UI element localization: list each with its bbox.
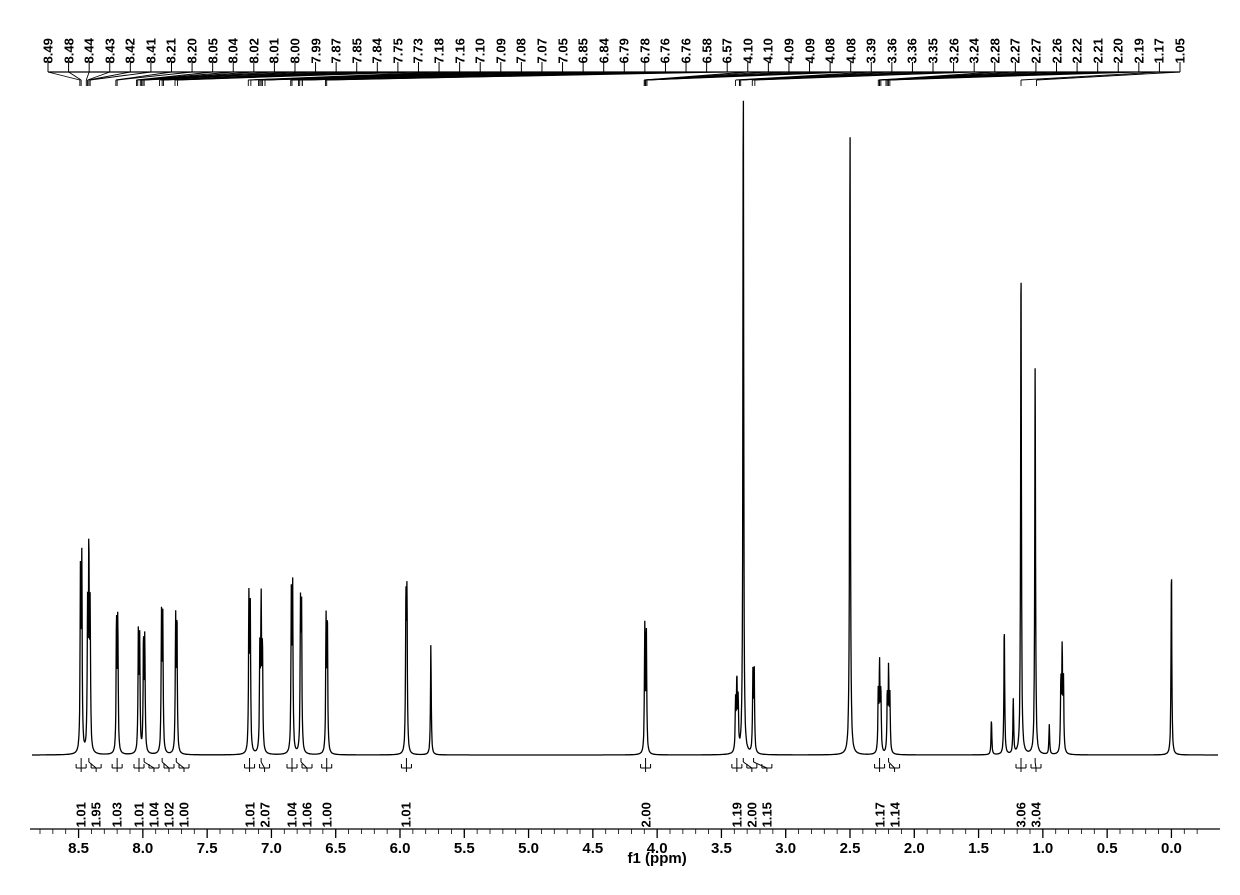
peak-ppm-label: 4.10 xyxy=(740,38,755,63)
integral-label: 1.01 xyxy=(242,802,257,827)
axis-tick-label: 2.0 xyxy=(904,840,925,857)
integral-label: 1.01 xyxy=(74,802,89,827)
axis-tick-label: 1.5 xyxy=(968,840,989,857)
integral-label: 1.00 xyxy=(319,802,334,827)
integral-label: 1.00 xyxy=(177,802,192,827)
peak-ppm-label: 6.58 xyxy=(699,38,714,63)
peak-ppm-label: 8.20 xyxy=(185,38,200,63)
peak-ppm-label: 7.05 xyxy=(555,38,570,63)
peak-ppm-label: 8.49 xyxy=(41,38,56,63)
peak-ppm-label: 2.20 xyxy=(1111,38,1126,63)
axis-tick-label: 8.5 xyxy=(68,840,89,857)
integral-label: 1.15 xyxy=(759,802,774,827)
axis-tick-label: 5.5 xyxy=(454,840,475,857)
peak-ppm-label: 8.44 xyxy=(82,38,97,63)
peak-ppm-label: 3.24 xyxy=(967,38,982,63)
peak-ppm-label: 8.41 xyxy=(143,38,158,63)
axis-tick-label: 6.5 xyxy=(325,840,346,857)
peak-ppm-label: 6.79 xyxy=(617,38,632,63)
integral-label: 1.17 xyxy=(872,802,887,827)
axis-tick-label: 8.0 xyxy=(132,840,153,857)
peak-ppm-label: 7.18 xyxy=(432,38,447,63)
peak-ppm-label: 8.43 xyxy=(102,38,117,63)
peak-ppm-label: 6.78 xyxy=(637,38,652,63)
peak-ppm-label: 8.42 xyxy=(123,38,138,63)
peak-ppm-label: 7.10 xyxy=(473,38,488,63)
peak-ppm-label: 3.36 xyxy=(905,38,920,63)
peak-ppm-label: 8.02 xyxy=(246,38,261,63)
peak-ppm-label: 8.01 xyxy=(267,38,282,63)
peak-ppm-label: 7.75 xyxy=(390,38,405,63)
peak-ppm-label: 7.08 xyxy=(514,38,529,63)
integral-label: 1.01 xyxy=(399,802,414,827)
peak-ppm-label: 8.21 xyxy=(164,38,179,63)
peak-ppm-label: 7.99 xyxy=(308,38,323,63)
integral-label: 3.04 xyxy=(1029,802,1044,827)
integral-label: 1.06 xyxy=(300,802,315,827)
axis-tick-label: 4.5 xyxy=(582,840,603,857)
peak-ppm-label: 7.07 xyxy=(534,38,549,63)
integral-label: 1.04 xyxy=(285,802,300,827)
peak-ppm-label: 8.48 xyxy=(61,38,76,63)
peak-ppm-label: 7.84 xyxy=(370,38,385,63)
peak-ppm-label: 3.26 xyxy=(946,38,961,63)
peak-ppm-label: 8.05 xyxy=(205,38,220,63)
integral-label: 1.03 xyxy=(110,802,125,827)
integral-label: 1.19 xyxy=(729,802,744,827)
axis-tick-label: 3.5 xyxy=(711,840,732,857)
peak-ppm-label: 2.22 xyxy=(1070,38,1085,63)
axis-title: f1 (ppm) xyxy=(628,850,687,867)
integral-label: 1.95 xyxy=(89,802,104,827)
peak-ppm-label: 4.08 xyxy=(823,38,838,63)
nmr-spectrum-figure: 8.498.488.448.438.428.418.218.208.058.04… xyxy=(0,0,1240,890)
axis-tick-label: 7.0 xyxy=(261,840,282,857)
peak-ppm-label: 6.76 xyxy=(658,38,673,63)
peak-ppm-label: 3.35 xyxy=(926,38,941,63)
peak-ppm-label: 4.09 xyxy=(802,38,817,63)
axis-tick-label: 3.0 xyxy=(775,840,796,857)
peak-ppm-label: 8.00 xyxy=(287,38,302,63)
peak-ppm-label: 3.36 xyxy=(884,38,899,63)
peak-ppm-label: 8.04 xyxy=(226,38,241,63)
peak-ppm-label: 6.57 xyxy=(720,38,735,63)
integral-label: 1.04 xyxy=(147,802,162,827)
spectrum-svg xyxy=(0,0,1240,890)
peak-ppm-label: 2.27 xyxy=(1028,38,1043,63)
peak-ppm-label: 2.28 xyxy=(987,38,1002,63)
peak-ppm-label: 2.26 xyxy=(1049,38,1064,63)
peak-ppm-label: 1.05 xyxy=(1173,38,1188,63)
peak-ppm-label: 6.84 xyxy=(596,38,611,63)
peak-ppm-label: 4.10 xyxy=(761,38,776,63)
peak-ppm-label: 7.16 xyxy=(452,38,467,63)
integral-label: 1.02 xyxy=(162,802,177,827)
axis-tick-label: 0.0 xyxy=(1161,840,1182,857)
peak-ppm-label: 2.21 xyxy=(1090,38,1105,63)
axis-tick-label: 0.5 xyxy=(1097,840,1118,857)
axis-tick-label: 7.5 xyxy=(197,840,218,857)
peak-ppm-label: 1.17 xyxy=(1152,38,1167,63)
axis-tick-label: 6.0 xyxy=(390,840,411,857)
integral-label: 2.00 xyxy=(744,802,759,827)
axis-tick-label: 1.0 xyxy=(1032,840,1053,857)
integral-label: 1.14 xyxy=(887,802,902,827)
peak-ppm-label: 4.08 xyxy=(843,38,858,63)
peak-ppm-label: 7.87 xyxy=(329,38,344,63)
integral-label: 1.01 xyxy=(132,802,147,827)
peak-ppm-label: 4.09 xyxy=(781,38,796,63)
axis-tick-label: 2.5 xyxy=(840,840,861,857)
peak-ppm-label: 2.19 xyxy=(1131,38,1146,63)
integral-label: 3.06 xyxy=(1014,802,1029,827)
peak-ppm-label: 6.76 xyxy=(679,38,694,63)
peak-ppm-label: 7.85 xyxy=(349,38,364,63)
integral-label: 2.00 xyxy=(638,802,653,827)
peak-ppm-label: 3.39 xyxy=(864,38,879,63)
peak-ppm-label: 7.09 xyxy=(493,38,508,63)
integral-label: 2.07 xyxy=(257,802,272,827)
axis-tick-label: 5.0 xyxy=(518,840,539,857)
peak-ppm-label: 2.27 xyxy=(1008,38,1023,63)
peak-ppm-label: 7.73 xyxy=(411,38,426,63)
peak-ppm-label: 6.85 xyxy=(576,38,591,63)
